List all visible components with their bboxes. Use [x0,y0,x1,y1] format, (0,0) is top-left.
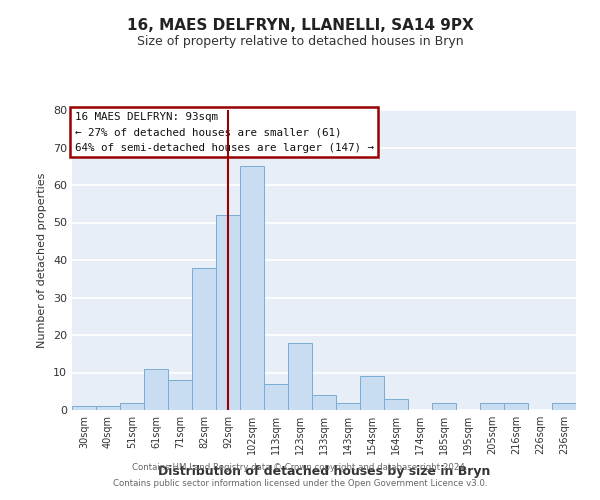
Bar [72,406,96,410]
Text: 16, MAES DELFRYN, LLANELLI, SA14 9PX: 16, MAES DELFRYN, LLANELLI, SA14 9PX [127,18,473,32]
Bar [168,380,192,410]
Bar [288,342,312,410]
Bar [552,402,576,410]
Bar [384,399,408,410]
Bar [96,406,120,410]
Bar [504,402,528,410]
Text: Contains public sector information licensed under the Open Government Licence v3: Contains public sector information licen… [113,478,487,488]
Bar [120,402,144,410]
Bar [192,268,216,410]
Bar [312,395,336,410]
Bar [432,402,456,410]
Bar [264,384,288,410]
Bar [240,166,264,410]
Bar [360,376,384,410]
Text: 16 MAES DELFRYN: 93sqm
← 27% of detached houses are smaller (61)
64% of semi-det: 16 MAES DELFRYN: 93sqm ← 27% of detached… [74,112,374,152]
Bar [336,402,360,410]
Y-axis label: Number of detached properties: Number of detached properties [37,172,47,348]
Bar [480,402,504,410]
Bar [216,215,240,410]
Text: Contains HM Land Registry data © Crown copyright and database right 2024.: Contains HM Land Registry data © Crown c… [132,464,468,472]
Text: Size of property relative to detached houses in Bryn: Size of property relative to detached ho… [137,35,463,48]
Bar [144,369,168,410]
X-axis label: Distribution of detached houses by size in Bryn: Distribution of detached houses by size … [158,466,490,478]
